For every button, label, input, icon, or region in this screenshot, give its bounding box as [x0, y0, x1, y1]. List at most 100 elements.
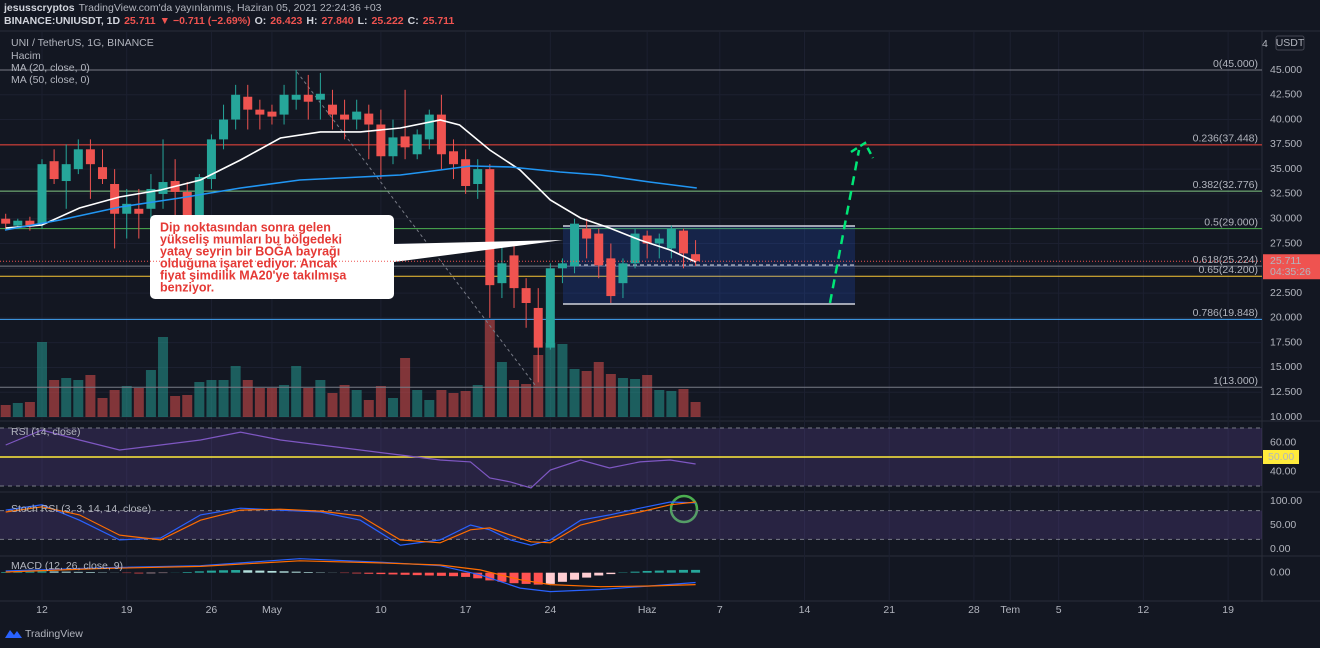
volume-bar: [206, 380, 217, 417]
x-tick-label: 14: [799, 604, 811, 616]
histogram-bar: [400, 572, 410, 575]
callout: [150, 215, 394, 299]
y-tick-label: 50.00: [1270, 519, 1296, 531]
volume-bar: [49, 380, 60, 417]
quote-part: 25.711: [124, 15, 156, 27]
line: [5, 119, 696, 263]
candle-body: [303, 94, 313, 102]
quote-part: L:: [358, 15, 368, 27]
quote-part: 25.711: [423, 15, 455, 27]
x-tick-label: 26: [206, 604, 218, 616]
candle-body: [521, 288, 531, 303]
scale-button[interactable]: 4: [1262, 38, 1268, 50]
histogram-bar: [521, 572, 531, 584]
volume-bar: [460, 391, 471, 417]
volume-bar: [73, 380, 84, 417]
histogram-bar: [497, 572, 507, 582]
annotation-line: yatay seyrin bir BOĞA bayrağı: [160, 243, 340, 258]
histogram-bar: [206, 570, 216, 573]
band-fill: [0, 510, 1262, 540]
histogram-bar: [352, 572, 362, 574]
volume-bar: [375, 386, 386, 417]
candle-body: [424, 114, 434, 140]
volume-bar: [230, 366, 241, 417]
candle-body: [473, 169, 483, 185]
volume-bar: [61, 378, 72, 417]
volume-bar: [242, 380, 253, 417]
histogram-bar: [255, 570, 265, 573]
annotation-line: fiyat şimdilik MA20'ye takılmışa: [160, 268, 347, 282]
candle-body: [1, 218, 11, 224]
candle-body: [279, 94, 289, 115]
fib-label: 0.618(25.224): [1193, 254, 1258, 266]
candle-body: [25, 220, 35, 227]
histogram-bar: [485, 572, 495, 581]
x-tick-label: 5: [1056, 604, 1062, 616]
y-tick-label: 32.500: [1270, 188, 1302, 200]
candle-body: [388, 137, 398, 157]
arrow-head: [850, 141, 875, 159]
histogram-bar: [13, 571, 23, 573]
candle-body: [206, 139, 216, 180]
annotation-line: Dip noktasından sonra gelen: [160, 220, 331, 234]
line: [4, 165, 697, 231]
volume-bar: [484, 320, 495, 417]
histogram-bar: [412, 572, 422, 576]
fib-label: 0.382(32.776): [1193, 179, 1258, 191]
candle-body: [352, 111, 362, 120]
histogram-bar: [570, 572, 580, 580]
volume-bar: [182, 395, 193, 417]
line: [5, 501, 696, 544]
quote-part: ▼ −0.711 (−2.69%): [160, 15, 251, 27]
fib-label: 0.236(37.448): [1193, 133, 1258, 145]
histogram-bar: [388, 572, 398, 575]
candle-body: [570, 223, 580, 267]
candle-body: [436, 114, 446, 155]
histogram-bar: [654, 570, 664, 573]
candle-body: [461, 159, 471, 186]
histogram-bar: [37, 571, 47, 573]
volume-bar: [97, 398, 108, 417]
currency-box: [1275, 35, 1305, 51]
volume-bar: [24, 402, 35, 417]
volume-bar: [581, 371, 592, 417]
candle-body: [606, 258, 616, 297]
volume-bar: [569, 369, 580, 417]
highlight-circle: [669, 494, 699, 524]
histogram-bar: [473, 572, 483, 579]
line: [5, 560, 696, 588]
histogram-bar: [606, 572, 616, 575]
volume-bar: [533, 355, 544, 417]
volume-bar: [218, 380, 229, 417]
candle-body: [618, 263, 628, 284]
candle-body: [533, 307, 543, 348]
quote-part: BINANCE:UNIUSDT, 1D: [4, 15, 121, 27]
quote-part: 27.840: [321, 15, 353, 27]
histogram-bar: [25, 571, 35, 573]
histogram-bar: [376, 572, 386, 575]
candle-body: [509, 255, 519, 289]
x-tick-label: 12: [36, 604, 48, 616]
y-tick-label: 60.00: [1270, 436, 1296, 448]
chart-title: UNI / TetherUS, 1G, BINANCE: [11, 37, 154, 49]
brand: TradingView: [25, 628, 83, 640]
volume-bar: [279, 385, 290, 417]
candle-body: [98, 167, 108, 180]
y-tick-label: 12.500: [1270, 386, 1302, 398]
axes: 45.000 42.500 40.000 37.500 35.000 32.500 30.0…: [0, 64, 1320, 616]
line: [5, 429, 696, 489]
y-tick-label: 42.500: [1270, 89, 1302, 101]
candle-body: [449, 151, 459, 165]
macd-title: MACD (12, 26, close, 9): [11, 560, 123, 572]
histogram-bar: [219, 570, 229, 573]
candle-body: [364, 113, 374, 125]
volume-bar: [557, 344, 568, 417]
volume-bar: [678, 389, 689, 417]
volume-bar: [303, 388, 314, 417]
candle-body: [400, 136, 410, 148]
rsi-title: RSI (14, close): [11, 426, 80, 438]
candle-body: [13, 220, 23, 226]
volume-bar: [496, 362, 507, 417]
